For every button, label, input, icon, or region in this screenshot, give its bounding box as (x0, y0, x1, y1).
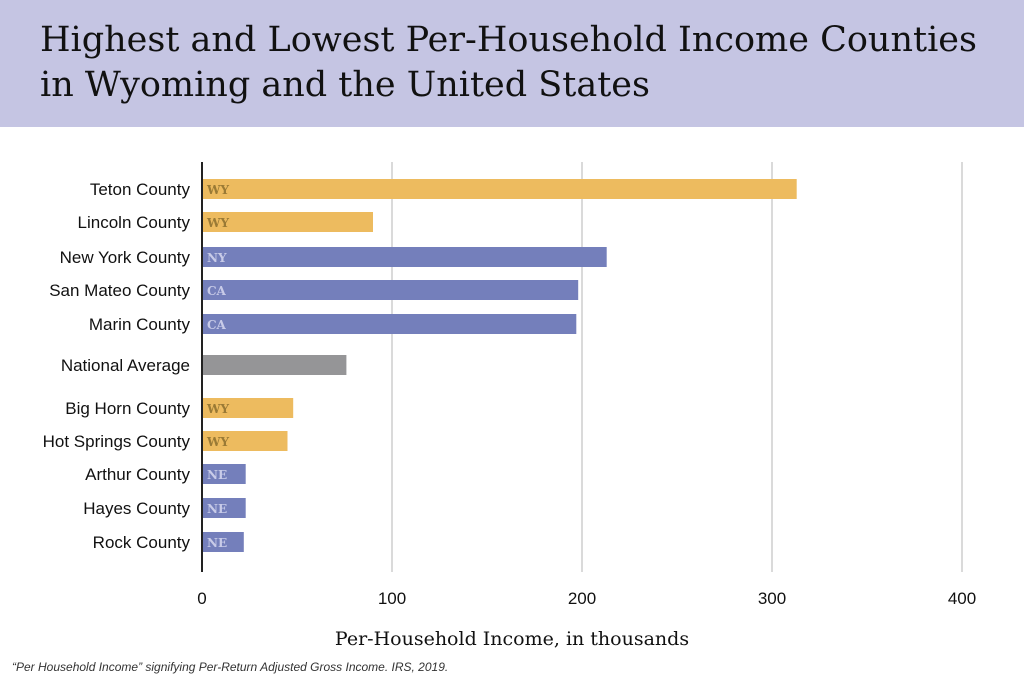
category-label: Hot Springs County (43, 432, 191, 451)
x-tick-label: 200 (568, 589, 596, 608)
category-label: Hayes County (83, 499, 190, 518)
title-banner (0, 0, 1024, 127)
bar (202, 247, 607, 267)
bar (202, 212, 373, 232)
bar (202, 179, 797, 199)
category-label: Lincoln County (78, 213, 191, 232)
state-label: NY (207, 251, 227, 265)
category-label: San Mateo County (49, 281, 190, 300)
category-label: New York County (60, 248, 191, 267)
x-tick-label: 0 (197, 589, 206, 608)
state-label: CA (207, 284, 227, 298)
state-label: NE (207, 502, 227, 516)
bar (202, 355, 347, 375)
bar (202, 280, 579, 300)
category-label: Arthur County (85, 465, 190, 484)
state-label: WY (206, 402, 229, 416)
category-label: National Average (61, 356, 190, 375)
bar (202, 532, 244, 552)
bar (202, 464, 246, 484)
category-label: Rock County (93, 533, 191, 552)
x-axis-label: Per-Household Income, in thousands (335, 628, 689, 650)
x-tick-label: 400 (948, 589, 976, 608)
state-label: WY (206, 435, 229, 449)
category-label: Big Horn County (65, 399, 190, 418)
x-tick-label: 100 (378, 589, 406, 608)
bar (202, 398, 294, 418)
footnote: “Per Household Income” signifying Per-Re… (12, 660, 449, 674)
bar (202, 498, 246, 518)
state-label: WY (206, 183, 229, 197)
x-tick-label: 300 (758, 589, 786, 608)
state-label: NE (207, 468, 227, 482)
state-label: NE (207, 536, 227, 550)
bar (202, 314, 577, 334)
state-label: WY (206, 216, 229, 230)
category-label: Marin County (89, 315, 191, 334)
bar (202, 431, 288, 451)
state-label: CA (207, 318, 227, 332)
category-label: Teton County (90, 180, 191, 199)
chart-title: Highest and Lowest Per-Household Income … (40, 20, 977, 105)
